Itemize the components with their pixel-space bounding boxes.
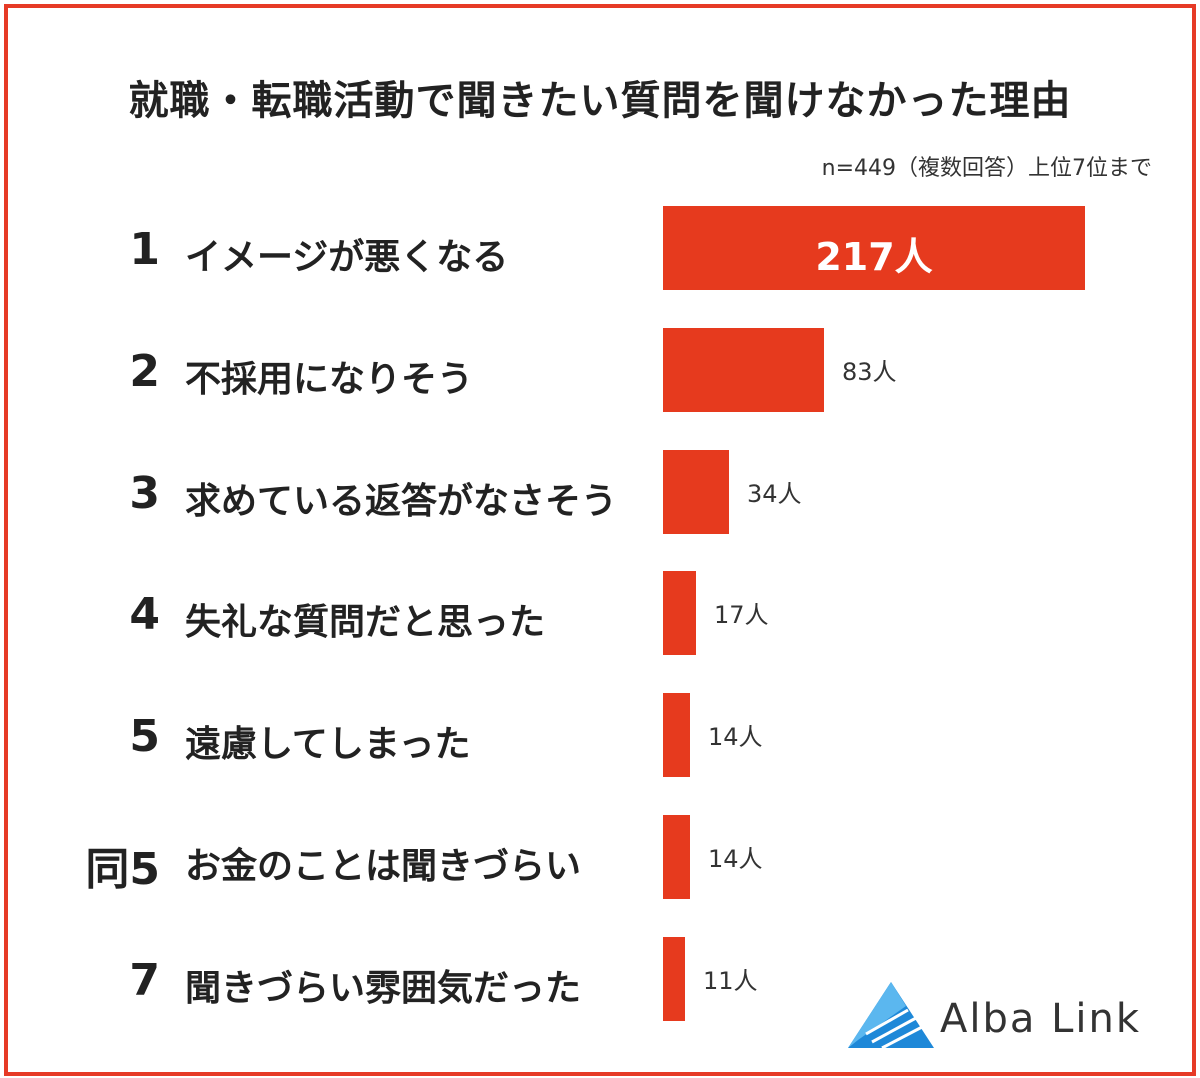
alba-link-logo-icon: [848, 982, 934, 1050]
bar-row: 4 失礼な質問だと思った 17人: [0, 571, 1200, 655]
bar: [663, 571, 696, 655]
rank-label: 4: [129, 589, 160, 640]
chart-frame: [4, 4, 1196, 1076]
bar-row: 3 求めている返答がなさそう 34人: [0, 450, 1200, 534]
rank-label: 2: [129, 346, 160, 397]
bar: [663, 815, 690, 899]
category-label: 不採用になりそう: [185, 359, 474, 400]
bar-row: 7 聞きづらい雰囲気だった 11人: [0, 937, 1200, 1021]
category-label: 失礼な質問だと思った: [185, 602, 546, 643]
value-label: 11人: [703, 967, 758, 995]
sample-note: n=449（複数回答）上位7位まで: [821, 156, 1152, 181]
rank-label: 7: [129, 955, 160, 1006]
brand-logo: Alba Link: [846, 980, 1176, 1050]
bar-row: 2 不採用になりそう 83人: [0, 328, 1200, 412]
brand-name: Alba Link: [940, 996, 1142, 1042]
bar: [663, 328, 824, 412]
value-label: 217人: [815, 235, 933, 279]
rank-label: 3: [129, 468, 160, 519]
bar-row: 5 遠慮してしまった 14人: [0, 693, 1200, 777]
rank-label: 5: [129, 711, 160, 762]
bar-row: 1 イメージが悪くなる 217人: [0, 206, 1200, 290]
value-label: 14人: [708, 723, 763, 751]
bar: [663, 206, 1085, 290]
value-label: 83人: [842, 358, 897, 386]
bar: [663, 693, 690, 777]
value-label: 17人: [714, 601, 769, 629]
category-label: 遠慮してしまった: [185, 724, 471, 765]
category-label: 求めている返答がなさそう: [185, 481, 618, 522]
bar-row: 同5 お金のことは聞きづらい 14人: [0, 815, 1200, 899]
rank-label: 1: [129, 224, 160, 275]
category-label: イメージが悪くなる: [185, 237, 509, 278]
chart-title: 就職・転職活動で聞きたい質問を聞けなかった理由: [128, 78, 1072, 124]
value-label: 14人: [708, 845, 763, 873]
value-label: 34人: [747, 480, 802, 508]
rank-label: 同5: [85, 844, 160, 895]
category-label: 聞きづらい雰囲気だった: [185, 968, 582, 1009]
bar: [663, 937, 685, 1021]
category-label: お金のことは聞きづらい: [185, 846, 582, 887]
bar: [663, 450, 729, 534]
